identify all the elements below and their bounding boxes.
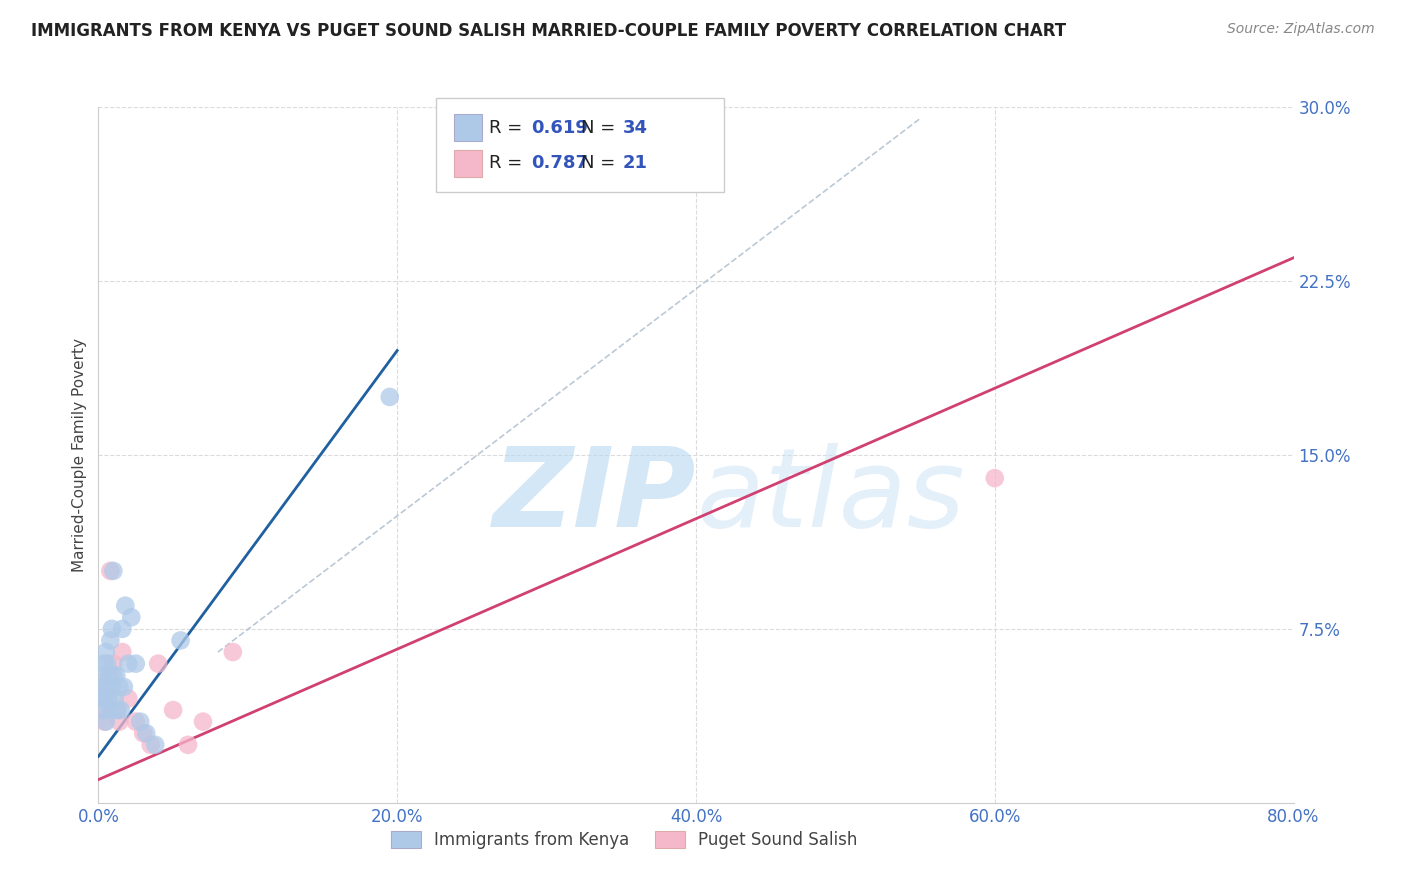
Point	[110, 703, 132, 717]
Point	[378, 390, 401, 404]
Point	[132, 726, 155, 740]
Point	[191, 714, 214, 729]
Point	[162, 703, 184, 717]
Text: N =: N =	[581, 154, 620, 172]
Point	[135, 726, 157, 740]
Point	[101, 622, 124, 636]
Point	[103, 657, 125, 671]
Point	[120, 610, 142, 624]
Text: atlas: atlas	[696, 443, 965, 550]
Point	[94, 645, 117, 659]
Point	[96, 657, 118, 671]
Point	[98, 633, 122, 648]
Point	[143, 738, 166, 752]
Point	[103, 668, 125, 682]
Point	[125, 657, 148, 671]
Text: 34: 34	[623, 119, 648, 136]
Point	[105, 668, 128, 682]
Point	[97, 668, 120, 682]
Point	[90, 703, 112, 717]
Text: R =: R =	[489, 119, 529, 136]
Point	[96, 680, 118, 694]
Point	[93, 703, 115, 717]
Point	[177, 738, 200, 752]
Point	[96, 691, 118, 706]
Text: N =: N =	[581, 119, 620, 136]
Point	[93, 657, 115, 671]
Point	[97, 691, 120, 706]
Point	[139, 738, 162, 752]
Point	[112, 680, 135, 694]
Point	[610, 169, 633, 184]
Point	[91, 691, 114, 706]
Point	[101, 680, 124, 694]
Point	[148, 657, 170, 671]
Point	[111, 622, 134, 636]
Point	[984, 471, 1007, 485]
Point	[97, 668, 120, 682]
Point	[169, 633, 191, 648]
Text: R =: R =	[489, 154, 529, 172]
Point	[111, 645, 134, 659]
Text: IMMIGRANTS FROM KENYA VS PUGET SOUND SALISH MARRIED-COUPLE FAMILY POVERTY CORREL: IMMIGRANTS FROM KENYA VS PUGET SOUND SAL…	[31, 22, 1066, 40]
Point	[98, 564, 122, 578]
Text: ZIP: ZIP	[492, 443, 696, 550]
Legend: Immigrants from Kenya, Puget Sound Salish: Immigrants from Kenya, Puget Sound Salis…	[382, 822, 866, 857]
Point	[129, 714, 152, 729]
Point	[93, 714, 115, 729]
Point	[107, 703, 129, 717]
Point	[222, 645, 245, 659]
Point	[94, 680, 117, 694]
Text: 21: 21	[623, 154, 648, 172]
Point	[94, 691, 117, 706]
Point	[125, 714, 148, 729]
Point	[108, 714, 131, 729]
Text: Source: ZipAtlas.com: Source: ZipAtlas.com	[1227, 22, 1375, 37]
Point	[105, 703, 128, 717]
Point	[94, 714, 117, 729]
Point	[90, 680, 112, 694]
Text: 0.619: 0.619	[531, 119, 588, 136]
Point	[104, 691, 127, 706]
Point	[114, 599, 136, 613]
Y-axis label: Married-Couple Family Poverty: Married-Couple Family Poverty	[72, 338, 87, 572]
Text: 0.787: 0.787	[531, 154, 589, 172]
Point	[98, 703, 122, 717]
Point	[108, 680, 131, 694]
Point	[117, 691, 139, 706]
Point	[103, 564, 125, 578]
Point	[117, 657, 139, 671]
Point	[91, 668, 114, 682]
